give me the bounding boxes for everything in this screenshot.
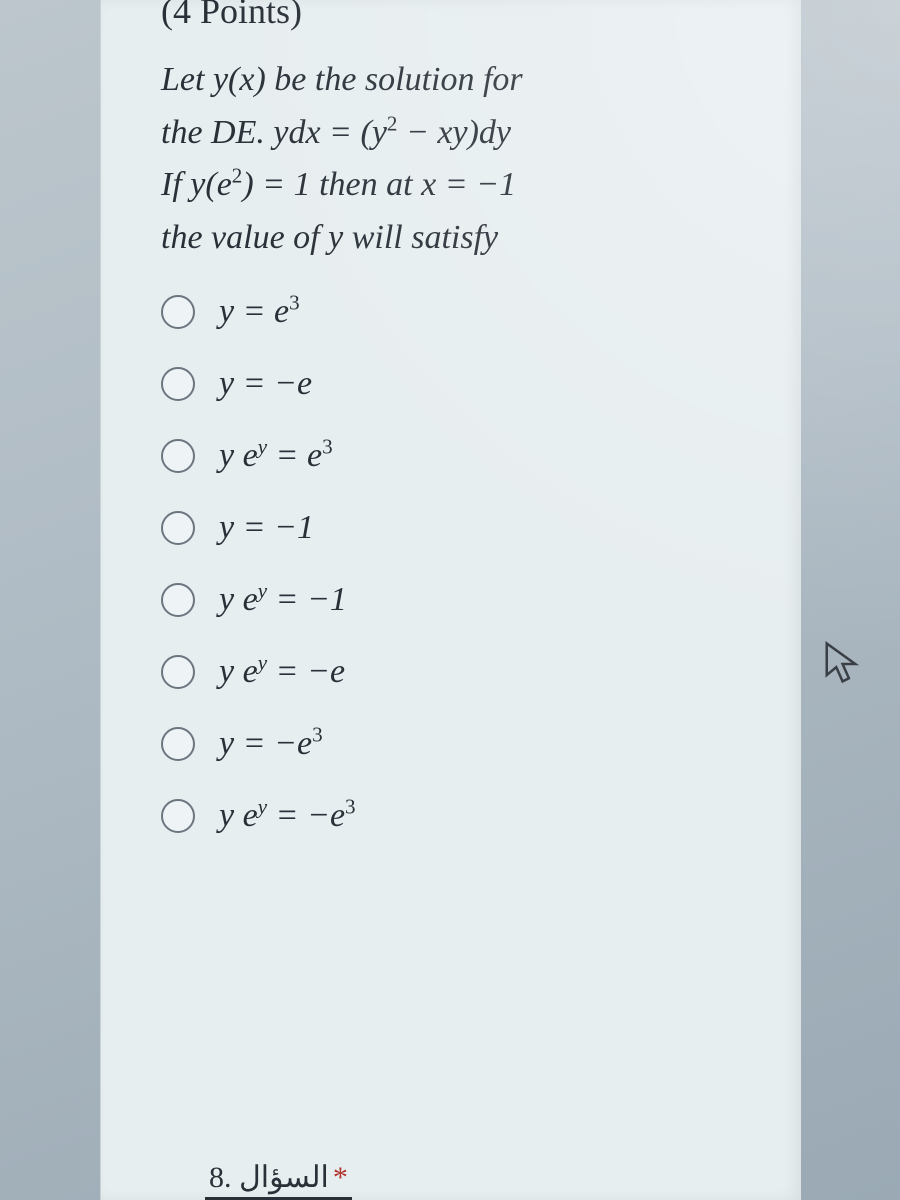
t: e (217, 166, 232, 203)
t: the DE. (161, 114, 273, 151)
exp: 3 (289, 290, 300, 314)
sup2: 2 (232, 164, 243, 188)
option-2[interactable]: y = −e (161, 365, 761, 403)
t: e (243, 437, 258, 474)
radio-icon[interactable] (161, 439, 195, 473)
expy: y (258, 434, 267, 458)
exp: 3 (312, 722, 323, 746)
required-star-icon: * (333, 1161, 348, 1194)
t: ( (228, 61, 239, 98)
t: ( (205, 166, 216, 203)
t: ) be the solution for (254, 61, 522, 98)
t: = (267, 437, 307, 474)
t: = − (234, 365, 297, 402)
t: xy (437, 114, 467, 151)
t: y (219, 581, 243, 618)
option-label: y = −1 (219, 509, 314, 547)
t: = ( (321, 114, 372, 151)
t: will satisfy (343, 219, 498, 256)
exp3: 3 (345, 794, 356, 818)
option-7[interactable]: y = −e3 (161, 725, 761, 763)
next-question-label: 8. السؤال* (205, 1160, 352, 1200)
t: x (421, 166, 436, 203)
t: dx (288, 114, 320, 151)
expy: y (258, 650, 267, 674)
radio-icon[interactable] (161, 727, 195, 761)
option-label: y = −e3 (219, 725, 323, 763)
option-label: y ey = −e (219, 653, 345, 691)
t: y (328, 219, 343, 256)
t: e (243, 581, 258, 618)
t: ) (468, 114, 479, 151)
t: e (297, 365, 312, 402)
t: y (190, 166, 205, 203)
t: y (219, 797, 243, 834)
t: y (219, 437, 243, 474)
t: dy (479, 114, 511, 151)
t: = −1 (234, 509, 314, 546)
footer-text: 8. السؤال (209, 1161, 329, 1194)
t: = −1 (436, 166, 516, 203)
t: = − (267, 797, 330, 834)
t: e (243, 797, 258, 834)
option-6[interactable]: y ey = −e (161, 653, 761, 691)
t: Let (161, 61, 213, 98)
options-list: y = e3 y = −e y ey = e3 y = −1 (161, 293, 761, 835)
t: y (219, 509, 234, 546)
option-label: y ey = e3 (219, 437, 333, 475)
t: If (161, 166, 190, 203)
sup2: 2 (387, 111, 398, 135)
option-4[interactable]: y = −1 (161, 509, 761, 547)
radio-icon[interactable] (161, 799, 195, 833)
t: y (372, 114, 387, 151)
t: y (219, 653, 243, 690)
expy: y (258, 578, 267, 602)
t: y (213, 61, 228, 98)
expy: y (258, 794, 267, 818)
option-1[interactable]: y = e3 (161, 293, 761, 331)
t: y (219, 725, 234, 762)
option-label: y ey = −e3 (219, 797, 356, 835)
radio-icon[interactable] (161, 295, 195, 329)
points-label: (4 Points) (161, 0, 761, 32)
t: ) = 1 then at (242, 166, 421, 203)
t: e (307, 437, 322, 474)
t: e (330, 653, 345, 690)
t: = − (267, 653, 330, 690)
radio-icon[interactable] (161, 367, 195, 401)
radio-icon[interactable] (161, 511, 195, 545)
t: = − (234, 725, 297, 762)
t: the value of (161, 219, 328, 256)
option-8[interactable]: y ey = −e3 (161, 797, 761, 835)
t: e (274, 293, 289, 330)
option-3[interactable]: y ey = e3 (161, 437, 761, 475)
problem-statement: Let y(x) be the solution for the DE. ydx… (161, 54, 761, 265)
t: y (273, 114, 288, 151)
mouse-cursor-icon (822, 640, 860, 688)
t: − (397, 114, 437, 151)
t: y (219, 293, 234, 330)
option-5[interactable]: y ey = −1 (161, 581, 761, 619)
t: e (243, 653, 258, 690)
t: e (297, 725, 312, 762)
option-label: y = −e (219, 365, 312, 403)
radio-icon[interactable] (161, 655, 195, 689)
option-label: y ey = −1 (219, 581, 347, 619)
radio-icon[interactable] (161, 583, 195, 617)
question-content: (4 Points) Let y(x) be the solution for … (161, 0, 761, 835)
question-sheet: (4 Points) Let y(x) be the solution for … (100, 0, 801, 1200)
t: = (234, 293, 274, 330)
option-label: y = e3 (219, 293, 300, 331)
t: e (330, 797, 345, 834)
exp3: 3 (322, 434, 333, 458)
t: x (239, 61, 254, 98)
t: = −1 (267, 581, 347, 618)
t: y (219, 365, 234, 402)
